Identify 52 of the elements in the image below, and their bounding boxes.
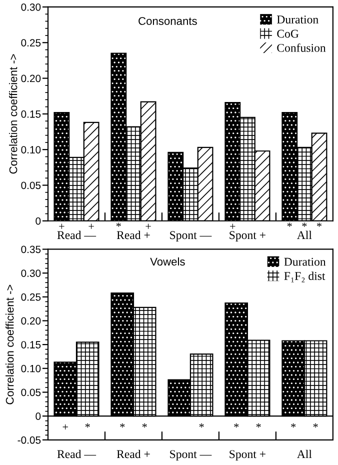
data-label: * [116,222,121,227]
y-axis-title: Correlation coefficient -> [9,54,18,174]
data-label: * [313,423,318,428]
data-label: * [256,423,261,428]
text: Consonants [138,17,197,25]
y-tick-label: 0.15 [21,341,41,348]
y-tick-label: 0.05 [21,388,41,396]
text: Vowels [150,257,185,266]
data-label: * [120,423,125,428]
x-tick-label: Spont — [170,231,212,242]
legend-label: CoG [277,30,299,38]
x-tick-label: All [297,230,312,239]
x-tick-label: Read — [57,230,96,240]
data-label: * [287,222,292,227]
y-tick-label: 0.20 [21,317,41,325]
data-label: + [146,224,151,229]
data-label: + [88,224,94,229]
y-tick-label: 0 [36,217,41,225]
y-tick-label: 0.25 [21,39,41,46]
x-tick-label: Spont — [170,450,212,461]
y-tick-label: 0.15 [21,110,41,118]
y-tick-label: 0.20 [21,74,41,82]
data-label: + [230,224,236,229]
data-label: * [234,423,239,428]
x-tick-label: All [297,450,312,458]
x-tick-label: Spont + [230,231,266,242]
data-label: + [62,424,68,430]
y-tick-label: 0 [36,412,41,420]
legend-label: F₁F₂ dist [284,272,326,282]
x-tick-label: Read + [116,450,150,458]
x-tick-label: Spont + [230,450,266,461]
data-label: * [85,423,90,428]
y-tick-label: 0.25 [21,293,41,301]
y-tick-label: 0.10 [21,146,41,154]
data-label: * [142,423,147,428]
data-label: + [59,224,64,229]
y-tick-label: -0.05 [18,436,41,444]
y-tick-label: 0.30 [21,3,41,11]
legend-label: Confusion [277,43,326,52]
legend-label: Duration [276,16,318,24]
data-label: * [302,222,307,227]
x-tick-label: Read — [57,450,96,458]
y-tick-label: 0.35 [21,246,41,254]
x-tick-label: Read + [116,230,150,240]
legend-label: Duration [284,258,326,266]
data-label: * [291,423,296,428]
y-axis-title: Correlation coefficient -> [6,284,14,404]
y-tick-label: 0.05 [21,182,41,190]
data-label: * [317,222,322,227]
y-tick-label: 0.30 [21,270,41,277]
y-tick-label: 0.10 [21,364,41,372]
data-label: * [199,423,204,428]
